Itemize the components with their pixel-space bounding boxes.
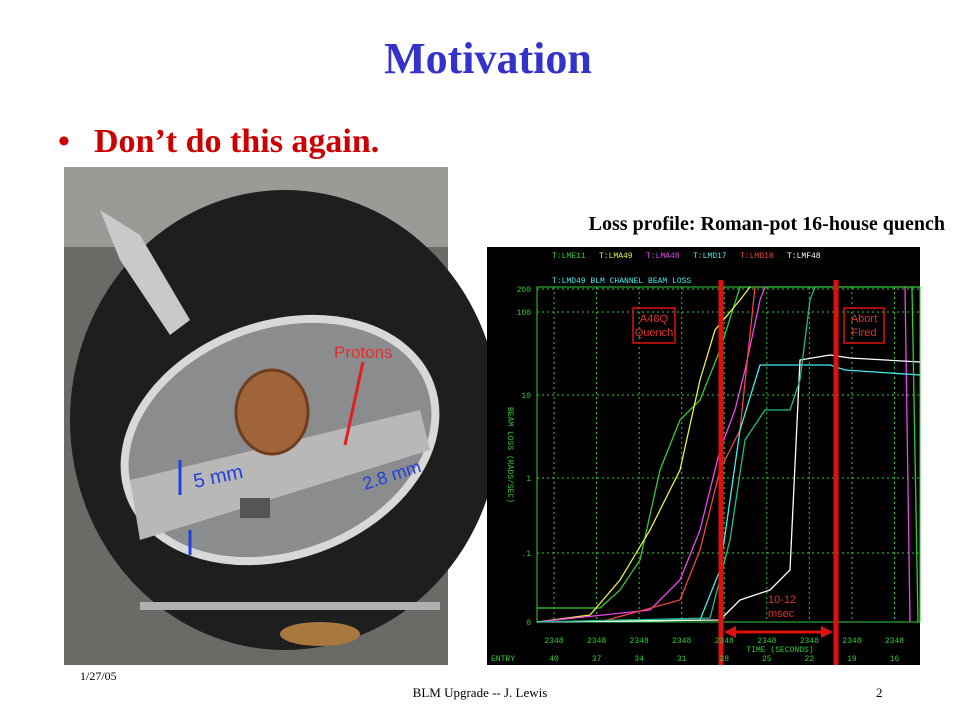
trace xyxy=(536,286,751,623)
footer-page: 2 xyxy=(876,685,883,700)
footer-date: 1/27/05 xyxy=(80,669,117,683)
coin-bottom xyxy=(280,622,360,646)
pot-blade xyxy=(130,410,430,540)
y-tick-label: 200 xyxy=(517,286,532,295)
entry-label: 22 xyxy=(805,655,815,664)
entry-label: 37 xyxy=(592,655,602,664)
fixture xyxy=(240,498,270,518)
coin xyxy=(234,368,310,456)
x-tick-label: 2348 xyxy=(757,637,776,646)
annotation-box xyxy=(632,307,676,344)
trace xyxy=(536,286,816,623)
y-axis-label: BEAM LOSS (RADS/SEC) xyxy=(505,407,514,503)
bullet-text: Don’t do this again. xyxy=(94,123,379,160)
caption: Loss profile: Roman-pot 16-house quench xyxy=(589,213,945,235)
entry-label: 40 xyxy=(549,655,559,664)
x-tick-label: 2348 xyxy=(885,637,904,646)
y-tick-label: 100 xyxy=(517,309,532,318)
scope-screenshot: A48Q Quench Abort Fired 10-12 msec T:LMD… xyxy=(487,247,921,665)
trace xyxy=(599,286,756,623)
footer-center: BLM Upgrade -- J. Lewis xyxy=(413,685,548,700)
rod xyxy=(140,602,440,610)
x-tick-label: 2348 xyxy=(544,637,563,646)
x-tick-label: 2348 xyxy=(842,637,861,646)
annotation: 10-12 xyxy=(768,594,796,606)
entry-label: 16 xyxy=(890,655,900,664)
arrow-head xyxy=(724,626,736,638)
slide-title: Motivation xyxy=(384,34,592,83)
legend-entry: T:LMA48 xyxy=(646,252,680,261)
entry-label: 19 xyxy=(847,655,857,664)
y-tick-label: 10 xyxy=(521,392,531,401)
protons-arrow xyxy=(343,361,365,446)
x-tick-label: 2348 xyxy=(587,637,606,646)
trace xyxy=(904,286,911,623)
legend-entry: T:LMA49 xyxy=(599,252,633,261)
x-axis-label: TIME (SECONDS) xyxy=(746,646,813,655)
bracket xyxy=(100,210,190,335)
annotation-box xyxy=(843,307,885,344)
entry-label: 31 xyxy=(677,655,687,664)
annotation: Quench xyxy=(635,327,674,339)
y-tick-label: .1 xyxy=(521,550,531,559)
entry-label: 25 xyxy=(762,655,772,664)
trace xyxy=(536,364,921,623)
x-tick-label: 2348 xyxy=(715,637,734,646)
trace xyxy=(536,354,921,623)
y-tick-label: 1 xyxy=(526,475,531,484)
legend-entry: T:LMD18 xyxy=(740,252,774,261)
legend-entry: T:LME11 xyxy=(552,252,586,261)
annotation: A48Q xyxy=(640,313,669,325)
trace xyxy=(911,286,919,623)
annotation: Fired xyxy=(851,327,876,339)
annotation: Abort xyxy=(851,313,877,325)
scope-header: T:LMD49 BLM CHANNEL BEAM LOSS xyxy=(552,277,691,286)
legend-entry: T:LMF48 xyxy=(787,252,821,261)
entry-label: ENTRY xyxy=(491,655,515,664)
photo: Protons 5 mm 2.8 mm xyxy=(64,167,500,665)
entry-label: 28 xyxy=(719,655,729,664)
legend-entry: T:LMD17 xyxy=(693,252,727,261)
arrow-head xyxy=(821,626,833,638)
annotation: msec xyxy=(768,608,795,620)
x-tick-label: 2348 xyxy=(630,637,649,646)
photo-label: Protons xyxy=(334,343,393,362)
trace xyxy=(537,286,920,609)
entry-label: 34 xyxy=(634,655,644,664)
x-tick-label: 2348 xyxy=(672,637,691,646)
bullet-dot: • xyxy=(58,123,70,160)
scope-background xyxy=(487,247,920,665)
x-tick-label: 2348 xyxy=(800,637,819,646)
y-tick-label: 0 xyxy=(526,619,531,628)
